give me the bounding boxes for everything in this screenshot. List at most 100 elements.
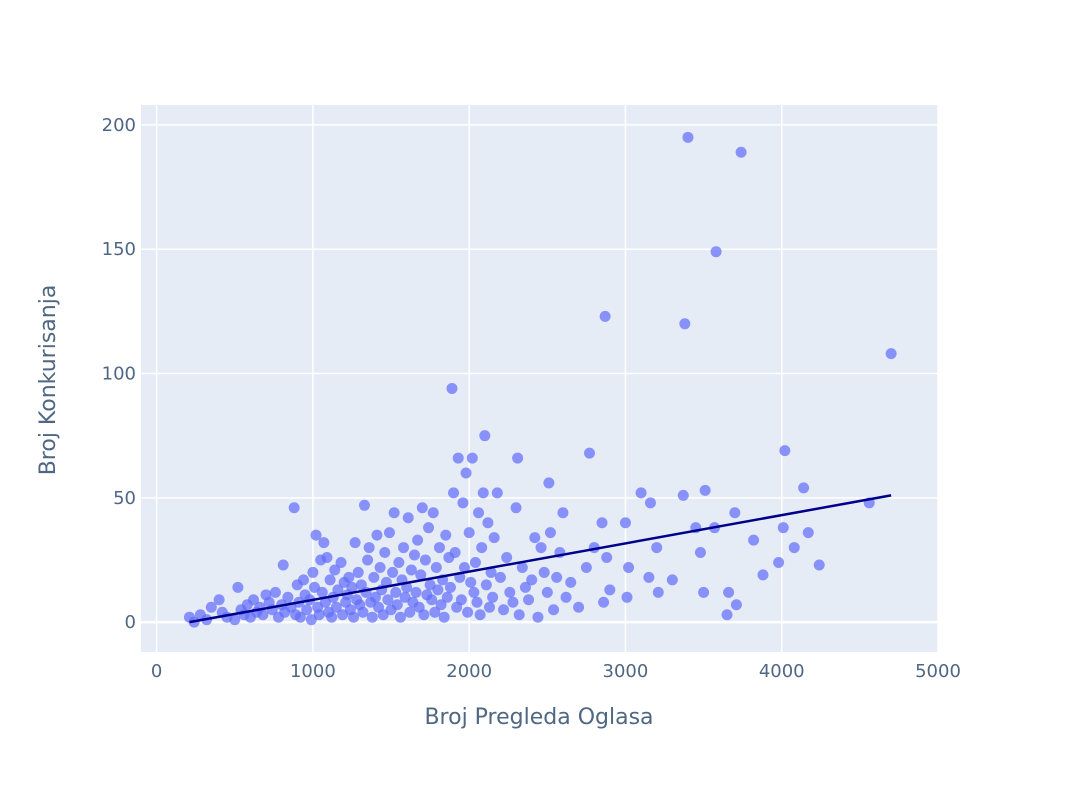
data-point [369,591,381,603]
data-point [735,146,747,158]
x-tick-label: 5000 [915,661,961,682]
data-point [598,596,610,608]
trendline [189,494,892,624]
data-point [430,561,442,573]
data-point [469,556,481,568]
data-point [402,512,414,524]
data-point [473,507,485,519]
data-point [584,447,596,459]
data-point [416,502,428,514]
data-point [504,586,516,598]
data-point [498,604,510,616]
data-point [885,348,897,360]
data-point [388,507,400,519]
data-point [412,534,424,546]
x-tick-label: 3000 [603,661,649,682]
data-point [429,606,441,618]
data-point [357,606,369,618]
data-point [368,571,380,583]
data-point [729,507,741,519]
data-point [418,609,430,621]
data-point [371,529,383,541]
data-point [773,556,785,568]
data-point [476,542,488,554]
data-point [580,561,592,573]
data-point [298,574,310,586]
data-point [405,564,417,576]
data-point [383,527,395,539]
data-point [399,591,411,603]
data-point [501,552,513,564]
data-point [449,547,461,559]
data-point [573,601,585,613]
data-point [301,604,313,616]
data-point [362,554,374,566]
y-tick-label: 100 [102,364,136,385]
data-point [644,497,656,509]
y-tick-label: 50 [113,488,136,509]
data-point [346,581,358,593]
data-point [419,554,431,566]
data-point [532,611,544,623]
data-point [308,581,320,593]
data-point [462,606,474,618]
data-point [544,527,556,539]
data-point [488,532,500,544]
data-point [721,609,733,621]
data-point [455,594,467,606]
data-point [458,561,470,573]
data-point [730,599,742,611]
data-point [213,594,225,606]
data-point [335,556,347,568]
data-point [526,574,538,586]
data-point [474,609,486,621]
data-point [377,609,389,621]
data-point [313,609,325,621]
data-point [748,534,760,546]
data-point [232,581,244,593]
y-tick-label: 0 [125,612,136,633]
data-point [427,507,439,519]
data-point [438,611,450,623]
data-point [723,586,735,598]
data-point [682,131,694,143]
data-point [477,487,489,499]
data-point [604,584,616,596]
data-point [363,542,375,554]
data-point [471,596,483,608]
data-point [679,318,691,330]
data-point [643,571,655,583]
data-point [541,586,553,598]
data-point [699,484,711,496]
data-point [277,559,289,571]
data-point [426,594,438,606]
y-axis-ticks: 0 50 100 150 200 [102,115,136,633]
x-tick-label: 4000 [759,661,805,682]
y-tick-label: 150 [102,239,136,260]
data-point [599,310,611,322]
data-point [318,537,330,549]
data-point [205,601,217,613]
data-point [548,604,560,616]
data-point [516,561,528,573]
data-point [446,382,458,394]
data-point [666,574,678,586]
data-point [269,586,281,598]
data-point [398,542,410,554]
data-point [513,609,525,621]
data-point [408,549,420,561]
data-point [382,594,394,606]
data-point [374,561,386,573]
data-point [248,594,260,606]
data-point [329,564,341,576]
data-point [694,547,706,559]
data-point [565,576,577,588]
plot-area [141,105,938,652]
data-point [321,552,333,564]
data-point [535,542,547,554]
data-point [757,569,769,581]
data-point [410,586,422,598]
data-point [391,599,403,611]
data-point [779,445,791,457]
